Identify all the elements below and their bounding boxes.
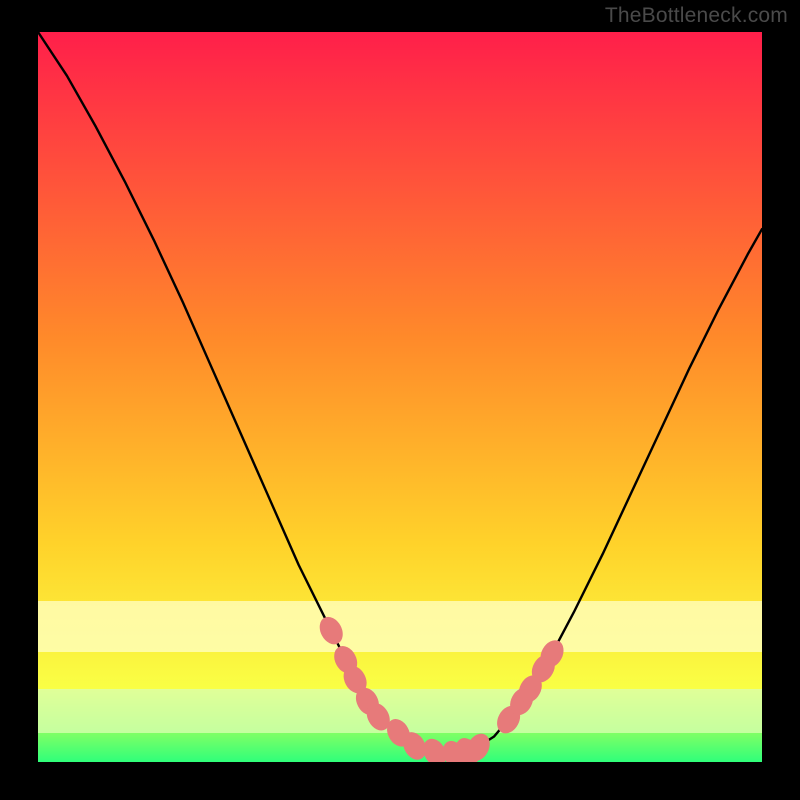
- bottleneck-curve: [38, 32, 762, 755]
- curve-layer: [38, 32, 762, 762]
- watermark-text: TheBottleneck.com: [605, 4, 788, 28]
- chart-frame: TheBottleneck.com: [0, 0, 800, 800]
- marker-point: [316, 614, 347, 648]
- plot-area: [38, 32, 762, 762]
